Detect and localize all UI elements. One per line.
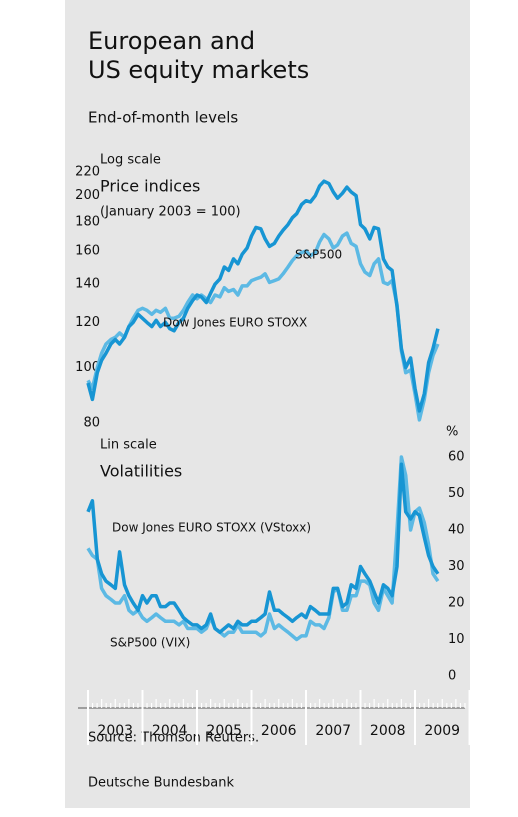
- scale-label: Lin scale: [100, 438, 157, 453]
- chart-title: European and US equity markets: [88, 27, 310, 84]
- line-series: [86, 455, 440, 642]
- x-tick-label: 2009: [424, 723, 460, 739]
- y-tick-label: 200: [75, 188, 100, 203]
- y-tick-label: 60: [448, 450, 465, 465]
- x-tick-label: 2006: [261, 723, 297, 739]
- y-tick-label: 180: [75, 214, 100, 229]
- panel-title: Price indices: [100, 177, 200, 196]
- y-tick-label: 80: [83, 416, 100, 431]
- y-tick-label: 40: [448, 523, 465, 538]
- series-label: Dow Jones EURO STOXX (VStoxx): [112, 521, 311, 535]
- x-tick-label: 2007: [315, 723, 351, 739]
- footer: Deutsche Bundesbank: [88, 776, 235, 791]
- panel-subtitle: (January 2003 = 100): [100, 205, 241, 220]
- x-tick-label: 2003: [97, 723, 133, 739]
- x-tick-label: 2005: [206, 723, 242, 739]
- y-tick-label: 50: [448, 486, 465, 501]
- x-tick-label: 2008: [370, 723, 406, 739]
- y-tick-label: 160: [75, 244, 100, 259]
- y-tick-label: 220: [75, 165, 100, 180]
- y-tick-label: 120: [75, 315, 100, 330]
- series-label: S&P500: [295, 248, 342, 262]
- chart-background: [65, 0, 470, 808]
- scale-label: Log scale: [100, 153, 161, 168]
- y-tick-label: 0: [448, 669, 456, 684]
- y-tick-label: 140: [75, 277, 100, 292]
- chart-subtitle: End-of-month levels: [88, 109, 238, 127]
- y-tick-label: 30: [448, 559, 465, 574]
- line-series: [86, 179, 440, 413]
- y-tick-label: 20: [448, 596, 465, 611]
- line-series: [86, 231, 440, 422]
- series-label: S&P500 (VIX): [110, 636, 190, 650]
- y-tick-label: 100: [75, 360, 100, 375]
- panel-title: Volatilities: [100, 462, 182, 481]
- y-axis-label: %: [446, 425, 458, 440]
- series-label: Dow Jones EURO STOXX: [163, 316, 307, 330]
- line-series: [86, 462, 440, 634]
- x-tick-label: 2004: [152, 723, 188, 739]
- source: Source: Thomson Reuters.: [88, 731, 259, 746]
- y-tick-label: 10: [448, 632, 465, 647]
